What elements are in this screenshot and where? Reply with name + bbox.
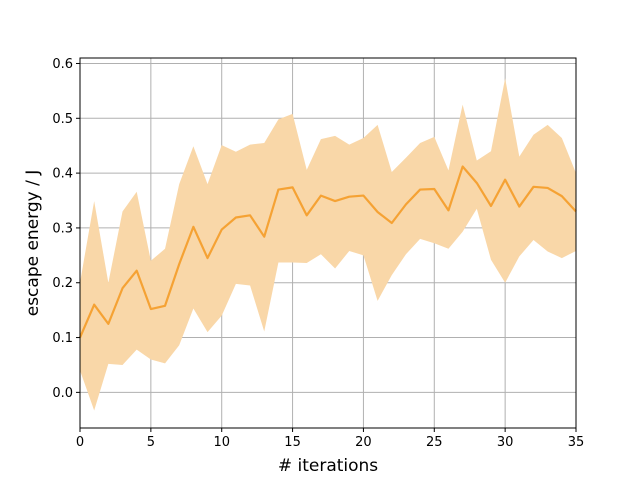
y-axis-ticks: 0.0 0.1 0.2 0.3 0.4 0.5 0.6 xyxy=(52,57,80,401)
mean-line xyxy=(78,165,577,338)
x-tick-label: 5 xyxy=(147,435,155,450)
x-tick-label: 25 xyxy=(426,435,443,450)
y-tick-label: 0.3 xyxy=(52,221,73,236)
plot-frame xyxy=(79,57,577,429)
x-tick-label: 10 xyxy=(213,435,230,450)
y-tick-label: 0.2 xyxy=(52,276,73,291)
y-tick-label: 0.5 xyxy=(52,112,73,127)
x-axis-label: # iterations xyxy=(278,456,378,476)
x-tick-label: 0 xyxy=(76,435,84,450)
y-tick-label: 0.4 xyxy=(52,167,73,182)
x-tick-label: 20 xyxy=(355,435,372,450)
x-axis-ticks: 0 5 10 15 20 25 30 35 xyxy=(76,428,584,450)
x-tick-label: 30 xyxy=(497,435,514,450)
x-tick-label: 35 xyxy=(568,435,585,450)
confidence-band xyxy=(80,78,576,411)
y-tick-label: 0.0 xyxy=(52,386,73,401)
y-axis-label: escape energy / J xyxy=(23,170,43,317)
y-tick-label: 0.6 xyxy=(52,57,73,72)
y-tick-label: 0.1 xyxy=(52,331,73,346)
x-tick-label: 15 xyxy=(284,435,301,450)
